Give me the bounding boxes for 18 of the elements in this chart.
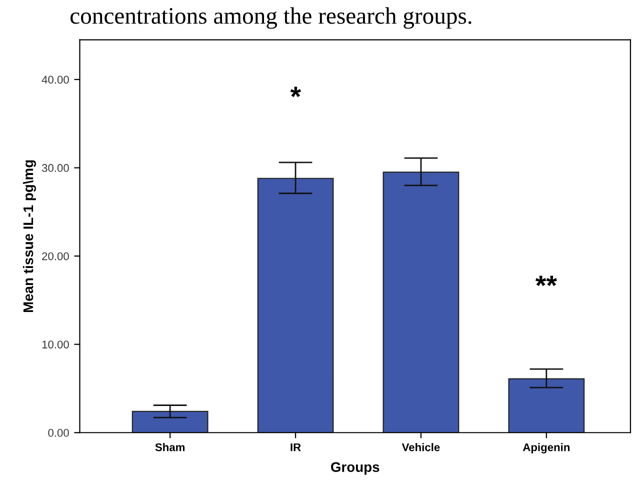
y-axis-title: Mean tissue IL-1 pg\mg [22, 160, 36, 312]
annotation: ** [535, 276, 557, 286]
y-tick-label: 20.00 [42, 252, 69, 260]
bar [257, 178, 334, 433]
x-tick-label: Apigenin [522, 443, 570, 454]
y-tick-label: 0.00 [48, 428, 69, 437]
bar [508, 378, 585, 433]
x-tick-label: Sham [155, 443, 185, 452]
x-axis-title: Groups [330, 462, 380, 475]
y-tick-label: 30.00 [42, 164, 69, 172]
x-tick-label: Vehicle [402, 443, 440, 452]
annotation: * [290, 86, 302, 98]
chart-title: concentrations among the research groups. [70, 7, 472, 29]
x-tick-label: IR [290, 443, 301, 452]
y-tick-label: 40.00 [42, 76, 69, 84]
bar [132, 410, 208, 433]
y-tick-label: 10.00 [42, 340, 69, 348]
bar [382, 172, 460, 433]
